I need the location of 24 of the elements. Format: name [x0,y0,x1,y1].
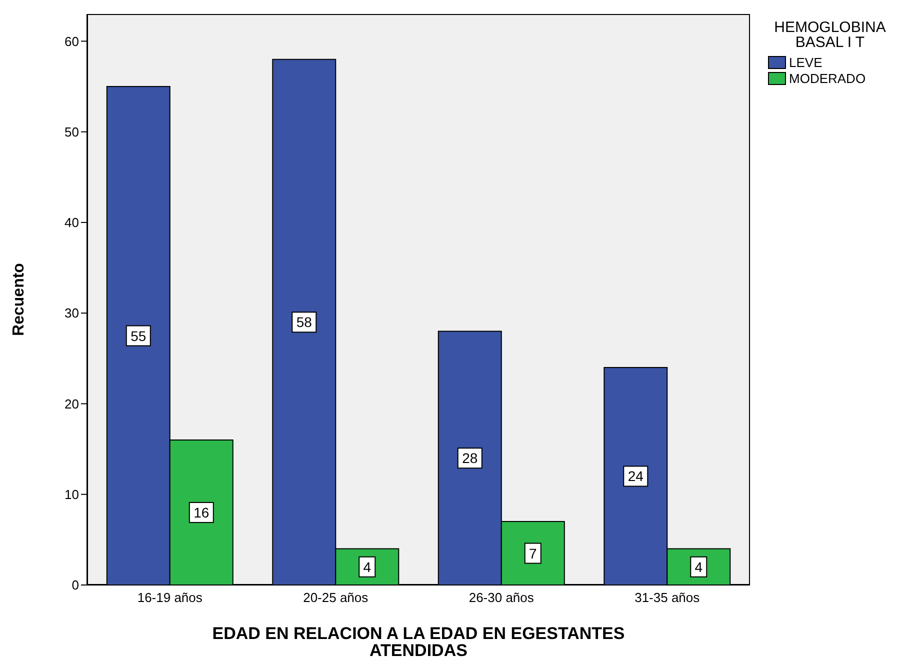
x-axis-title: EDAD EN RELACION A LA EDAD EN EGESTANTES ATENDIDAS [211,624,626,660]
legend-label: LEVE [788,54,824,70]
data-label: 55 [130,328,146,344]
x-tick-label: 16-19 años [137,590,203,606]
data-label: 28 [462,450,478,466]
y-tick-label: 20 [64,396,79,412]
y-axis-title: Recuento [10,262,28,336]
data-label: 58 [296,314,312,330]
y-tick-label: 40 [64,215,79,230]
data-label: 7 [528,545,537,562]
y-tick-label: 30 [64,306,79,321]
x-tick-label: 26-30 años [468,590,534,606]
y-tick-label: 10 [64,486,79,502]
data-label: 4 [363,558,372,575]
y-tick-label: 60 [64,34,79,49]
y-tick-label: 50 [64,124,79,140]
x-tick-label: 31-35 años [634,590,700,606]
data-label: 16 [194,504,210,520]
data-label: 4 [694,558,703,575]
data-label: 24 [628,468,644,484]
y-tick-label: 0 [72,578,79,593]
legend-title: HEMOGLOBINA BASAL I T [773,19,887,51]
x-tick-label: 20-25 años [303,590,369,606]
legend-label: MODERADO [788,70,867,86]
